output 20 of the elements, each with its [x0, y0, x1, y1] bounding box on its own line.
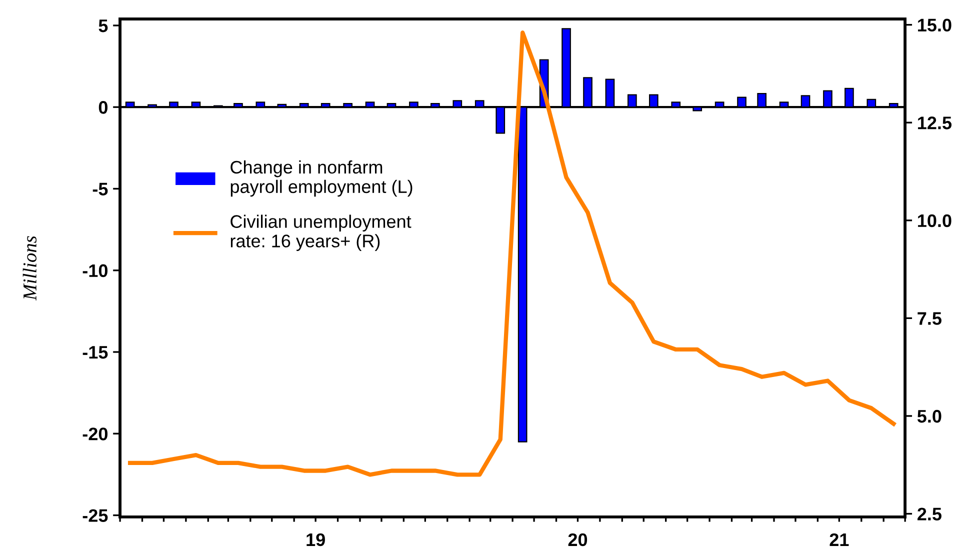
y2-tick-label: 7.5	[918, 312, 942, 325]
y-tick-label: 5	[98, 20, 108, 32]
y2-tick-label: 12.5	[918, 116, 952, 130]
legend-label: Civilian unemployment rate: 16 years+ (R)	[230, 214, 412, 251]
legend-label: Change in nonfarm payroll employment (L)	[230, 160, 412, 197]
y-tick-label: -15	[82, 346, 108, 359]
y2-tick-label: 2.5	[918, 508, 942, 520]
y-tick-label: -10	[82, 264, 108, 278]
y2-tick-label: 10.0	[918, 214, 952, 228]
line-series	[128, 30, 896, 477]
x-tick-label: 21	[830, 533, 849, 546]
y-tick-label: 0	[98, 101, 108, 114]
x-tick-label: 20	[568, 533, 588, 546]
y2-tick-label: 15.0	[918, 18, 952, 32]
x-tick-label: 19	[306, 533, 325, 546]
y-tick-label: -20	[82, 428, 108, 440]
y-axis-title: Millions	[22, 236, 37, 301]
y-tick-label: -5	[92, 182, 108, 196]
y2-tick-label: 5.0	[917, 410, 942, 423]
y-tick-label: -25	[82, 509, 108, 522]
